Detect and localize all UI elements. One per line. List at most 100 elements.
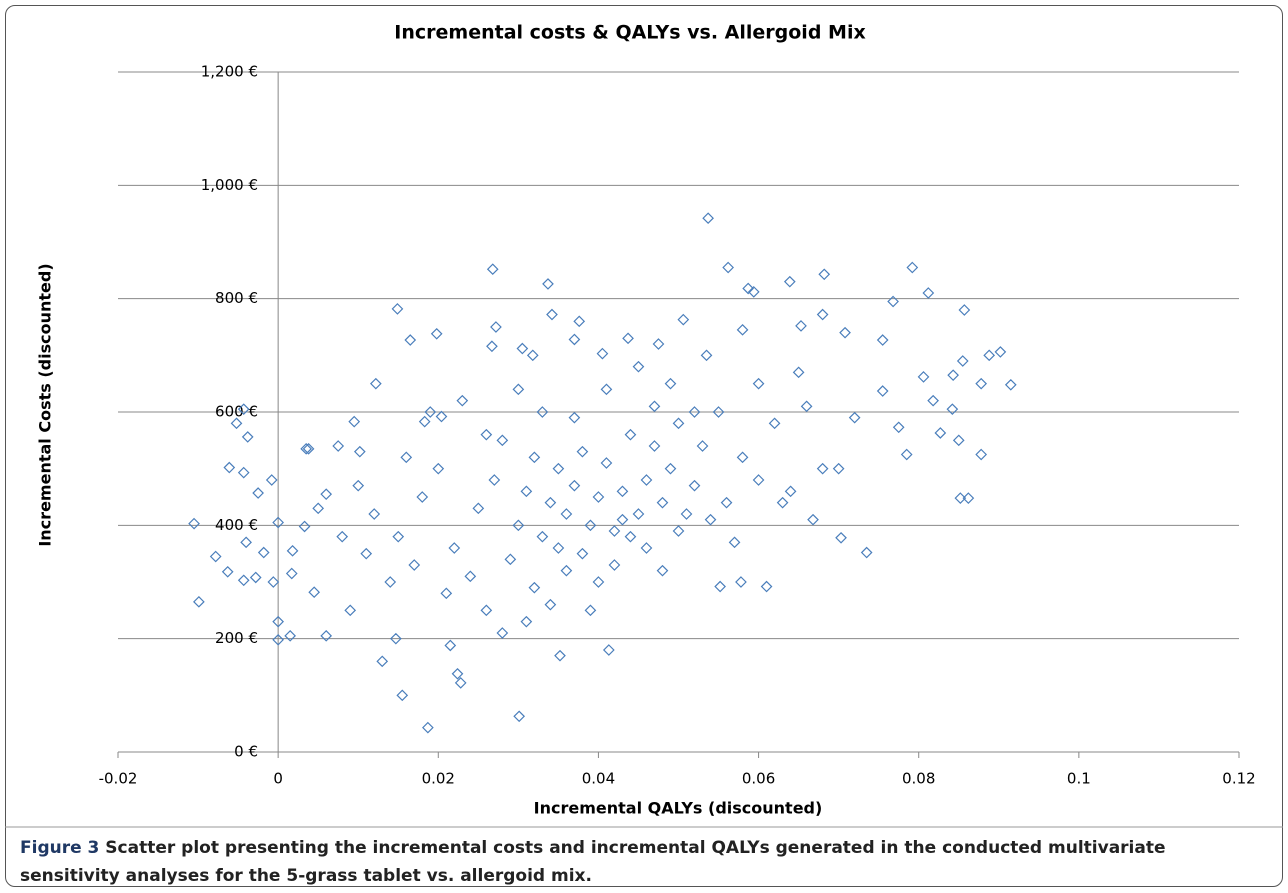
point [336, 530, 349, 543]
point [1004, 378, 1017, 391]
point [512, 519, 525, 532]
point [664, 377, 677, 390]
point [568, 333, 581, 346]
y-tick-label: 800 € [215, 289, 258, 307]
point [237, 574, 250, 587]
point [241, 431, 254, 443]
point [496, 627, 509, 639]
point [528, 451, 541, 464]
caption: Figure 3 Scatter plot presenting the inc… [20, 834, 1270, 890]
point [353, 445, 366, 458]
point [616, 485, 629, 498]
point [704, 513, 717, 526]
point [392, 530, 405, 543]
point [728, 536, 741, 549]
point [418, 415, 431, 428]
point [286, 544, 299, 557]
point [424, 406, 437, 418]
point [752, 377, 765, 390]
point [302, 442, 315, 455]
point [544, 496, 557, 509]
point [237, 466, 250, 479]
point [736, 323, 749, 336]
x-tick-label: 0.06 [742, 770, 775, 788]
point [624, 530, 637, 543]
y-tick-label: 200 € [215, 629, 258, 647]
point [360, 547, 373, 560]
x-tick-label: 0.1 [1067, 770, 1091, 788]
point [252, 487, 264, 499]
y-tick-label: 1,200 € [201, 63, 258, 81]
point [240, 536, 252, 549]
x-tick-label: 0 [273, 770, 283, 788]
point [576, 445, 589, 458]
point [816, 308, 829, 321]
point [486, 340, 498, 353]
point [221, 565, 234, 578]
point [648, 400, 661, 413]
point [906, 261, 919, 274]
point [975, 448, 988, 461]
point [536, 406, 549, 418]
point [368, 508, 381, 520]
x-axis-label: Incremental QALYs (discounted) [534, 799, 823, 818]
point [488, 474, 501, 486]
point [700, 349, 713, 362]
point [230, 417, 243, 430]
point [656, 564, 669, 577]
point [648, 440, 661, 452]
point [408, 559, 421, 571]
point [947, 369, 959, 382]
point [795, 320, 807, 332]
point [209, 550, 222, 563]
chart-title: Incremental costs & QALYs vs. Allergoid … [394, 22, 865, 44]
point [652, 338, 665, 350]
point [792, 366, 805, 379]
point [223, 461, 236, 474]
point [962, 492, 975, 504]
point [520, 485, 533, 498]
point [472, 502, 485, 515]
point [602, 644, 615, 656]
point [956, 355, 969, 367]
point [592, 491, 605, 503]
figure-frame [5, 5, 1283, 887]
point [688, 406, 701, 418]
point [430, 327, 443, 340]
point [516, 342, 529, 355]
point [922, 287, 935, 299]
point [983, 349, 996, 362]
point [768, 417, 781, 430]
point [272, 633, 284, 646]
point [552, 542, 565, 554]
point [435, 410, 448, 423]
point [544, 598, 557, 611]
point [422, 721, 434, 734]
point [480, 604, 493, 617]
point [600, 383, 613, 396]
point [600, 457, 613, 469]
point [320, 629, 333, 642]
point [504, 553, 517, 566]
x-tick-label: 0.04 [582, 770, 615, 788]
point [783, 275, 796, 288]
point [298, 520, 311, 533]
point [512, 383, 525, 396]
point [546, 308, 558, 321]
point [624, 428, 637, 441]
point [677, 313, 690, 326]
point [451, 667, 464, 680]
point [448, 542, 461, 554]
point [404, 334, 417, 346]
point [568, 479, 581, 492]
point [520, 615, 533, 628]
point [720, 496, 733, 509]
point [542, 278, 554, 290]
point [622, 332, 634, 345]
point [400, 451, 413, 464]
point [696, 440, 709, 452]
point [876, 385, 889, 397]
point [952, 434, 965, 447]
point [573, 315, 586, 328]
point [312, 502, 325, 515]
